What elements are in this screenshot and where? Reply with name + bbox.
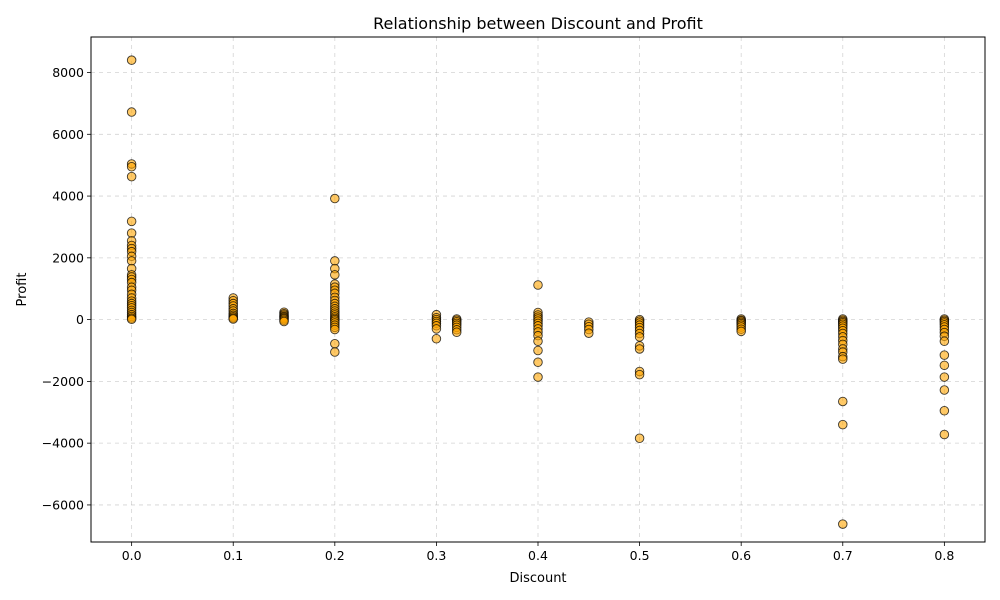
data-point — [838, 354, 848, 364]
data-point — [228, 314, 238, 324]
y-axis-label: Profit — [15, 273, 30, 307]
data-point — [451, 327, 462, 338]
grid — [91, 37, 985, 542]
data-point — [838, 519, 848, 529]
data-point — [838, 419, 848, 430]
x-axis-ticks: 0.0 0.1 0.2 0.3 0.4 0.5 0.6 0.7 0.8 — [122, 542, 954, 563]
data-point — [279, 316, 289, 327]
data-point — [939, 385, 950, 395]
y-axis-ticks: −6000 −4000 −2000 0 2000 4000 6000 8000 — [42, 65, 91, 512]
data-point — [533, 345, 543, 356]
data-point — [939, 405, 950, 416]
data-point — [533, 336, 543, 346]
data-point — [431, 334, 442, 344]
y-tick-label: 4000 — [52, 189, 84, 204]
x-tick-label: 0.6 — [731, 548, 751, 563]
y-tick-label: 2000 — [52, 250, 84, 265]
data-point — [330, 193, 340, 204]
data-point — [533, 280, 543, 290]
data-points — [126, 55, 950, 529]
data-point — [939, 429, 950, 440]
data-point — [330, 347, 340, 357]
x-tick-label: 0.5 — [630, 548, 650, 563]
y-tick-label: 6000 — [52, 127, 84, 142]
data-point — [939, 360, 950, 371]
data-point — [634, 369, 645, 380]
x-tick-label: 0.1 — [223, 548, 243, 563]
data-point — [126, 55, 137, 65]
data-point — [634, 433, 645, 443]
data-point — [126, 171, 137, 182]
y-tick-label: 8000 — [52, 65, 84, 80]
x-tick-label: 0.3 — [426, 548, 446, 563]
data-point — [126, 107, 137, 117]
x-tick-label: 0.4 — [528, 548, 548, 563]
data-point — [126, 314, 137, 325]
data-point — [330, 338, 340, 349]
data-point — [939, 336, 950, 346]
y-tick-label: −4000 — [42, 436, 84, 451]
data-point — [584, 328, 594, 338]
data-point — [838, 396, 848, 407]
data-point — [330, 270, 340, 280]
y-tick-label: 0 — [76, 312, 84, 327]
data-point — [736, 326, 746, 337]
chart-title: Relationship between Discount and Profit — [373, 14, 703, 33]
data-point — [533, 357, 543, 367]
y-tick-label: −2000 — [42, 374, 84, 389]
data-point — [939, 372, 950, 382]
data-point — [330, 324, 340, 335]
x-tick-label: 0.0 — [122, 548, 142, 563]
data-point — [533, 372, 543, 382]
x-tick-label: 0.2 — [325, 548, 345, 563]
x-tick-label: 0.8 — [934, 548, 954, 563]
y-tick-label: −6000 — [42, 497, 84, 512]
x-tick-label: 0.7 — [833, 548, 853, 563]
data-point — [634, 332, 645, 342]
x-axis-label: Discount — [509, 571, 566, 586]
data-point — [126, 216, 137, 227]
data-point — [634, 344, 645, 354]
data-point — [126, 161, 137, 172]
data-point — [939, 350, 950, 360]
data-point — [431, 324, 442, 334]
